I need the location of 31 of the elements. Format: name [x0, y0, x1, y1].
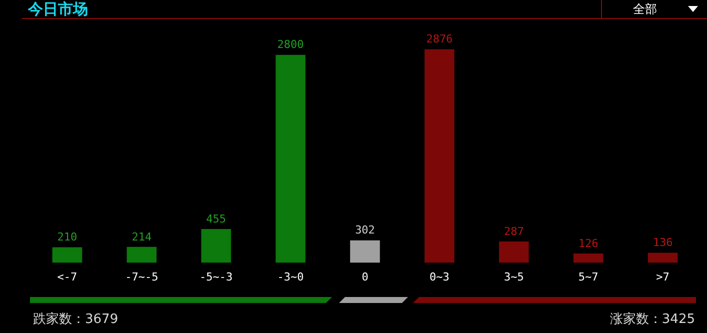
bar — [350, 240, 380, 263]
text: 跌家数：3679 — [33, 311, 118, 328]
bar — [126, 246, 157, 263]
data-label: 455 — [206, 212, 226, 226]
data-label: 126 — [578, 236, 598, 250]
x-tick-label: 5~7 — [578, 270, 598, 284]
text: 涨家数：3425 — [610, 311, 695, 328]
data-label: 302 — [355, 224, 375, 237]
data-label: 287 — [504, 224, 524, 238]
chart-title: 今日市场 — [28, 0, 88, 19]
data-label: 210 — [57, 230, 78, 244]
data-label: 2876 — [426, 32, 453, 46]
bar — [648, 252, 678, 263]
x-tick-label: -3~0 — [277, 270, 304, 284]
data-label: 2800 — [277, 38, 304, 52]
x-tick-label: <-7 — [57, 270, 78, 284]
x-tick-label: 0~3 — [430, 270, 450, 284]
bar — [573, 253, 604, 263]
x-tick-label: -7~-5 — [125, 270, 158, 284]
x-tick-label: >7 — [656, 270, 670, 284]
text: 全部 — [633, 1, 657, 18]
bar — [424, 49, 454, 263]
x-tick-label: 0 — [362, 270, 368, 284]
data-label: 214 — [132, 230, 152, 244]
data-label: 136 — [652, 236, 673, 250]
bar — [499, 241, 529, 263]
x-tick-label: -5~-3 — [200, 270, 233, 284]
bar — [201, 229, 231, 263]
bar — [52, 247, 82, 263]
x-tick-label: 3~5 — [504, 270, 524, 284]
bar — [276, 54, 306, 263]
